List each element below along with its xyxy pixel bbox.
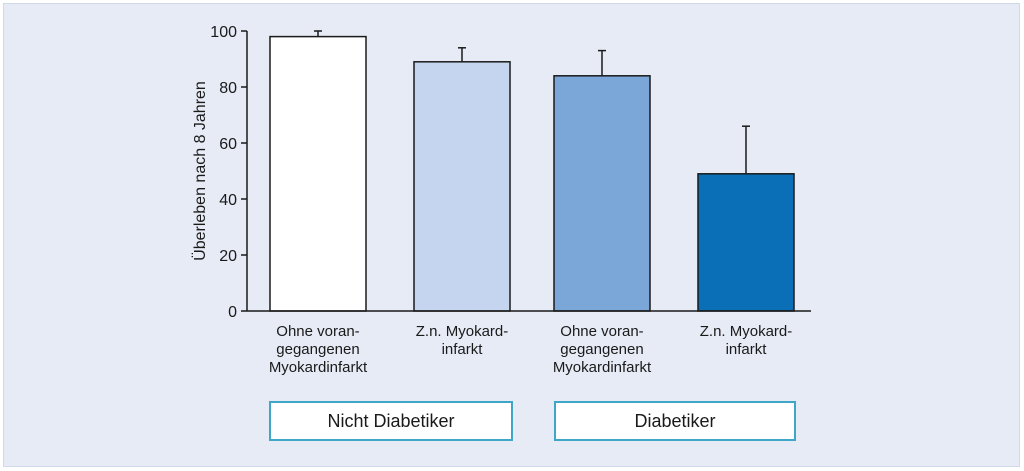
y-tick-label-0: 0: [228, 304, 237, 321]
category-label-line: Z.n. Myokard-: [700, 323, 793, 340]
category-label-3: Z.n. Myokard-infarkt: [700, 323, 793, 358]
category-label-line: gegangenen: [560, 341, 643, 358]
y-axis-label: Überleben nach 8 Jahren: [191, 81, 209, 261]
bar-1: [413, 61, 511, 312]
y-tick-label-100: 100: [210, 24, 237, 41]
category-label-line: infarkt: [726, 341, 768, 358]
category-label-2: Ohne voran-gegangenen Myokardinfarkt: [553, 323, 652, 376]
category-label-line: Myokardinfarkt: [269, 359, 368, 376]
category-label-line: Ohne voran-: [276, 323, 359, 340]
group-box-diabetiker: Diabetiker: [554, 401, 796, 441]
figure-panel: 0 20 40 60 80 100 Ohne voran-gegangenen Myokar…: [3, 3, 1020, 467]
bar-3: [697, 173, 795, 312]
y-tick-label-20: 20: [219, 248, 237, 265]
category-label-0: Ohne voran-gegangenen Myokardinfarkt: [269, 323, 368, 376]
category-label-line: Myokardinfarkt: [553, 359, 652, 376]
group-box-nicht-diabetiker: Nicht Diabetiker: [269, 401, 513, 441]
y-tick-label-60: 60: [219, 136, 237, 153]
category-label-1: Z.n. Myokard-infarkt: [416, 323, 509, 358]
category-label-line: Ohne voran-: [560, 323, 643, 340]
category-label-line: Z.n. Myokard-: [416, 323, 509, 340]
y-tick-label-40: 40: [219, 192, 237, 209]
category-label-line: gegangenen: [276, 341, 359, 358]
y-tick-label-80: 80: [219, 80, 237, 97]
bar-0: [269, 35, 367, 312]
bar-2: [553, 75, 651, 312]
category-label-line: infarkt: [442, 341, 484, 358]
